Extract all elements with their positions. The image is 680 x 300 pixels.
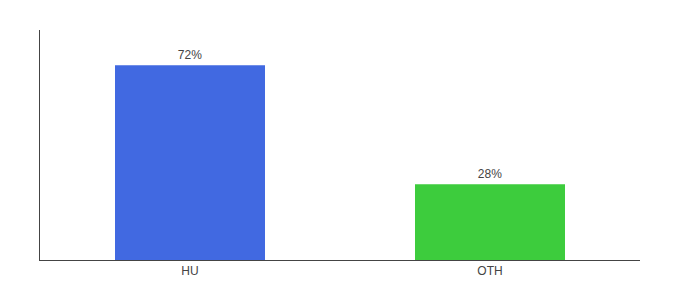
svg-text:72%: 72% xyxy=(178,48,202,62)
svg-text:HU: HU xyxy=(181,264,198,278)
svg-text:28%: 28% xyxy=(478,167,502,181)
svg-text:OTH: OTH xyxy=(477,264,502,278)
